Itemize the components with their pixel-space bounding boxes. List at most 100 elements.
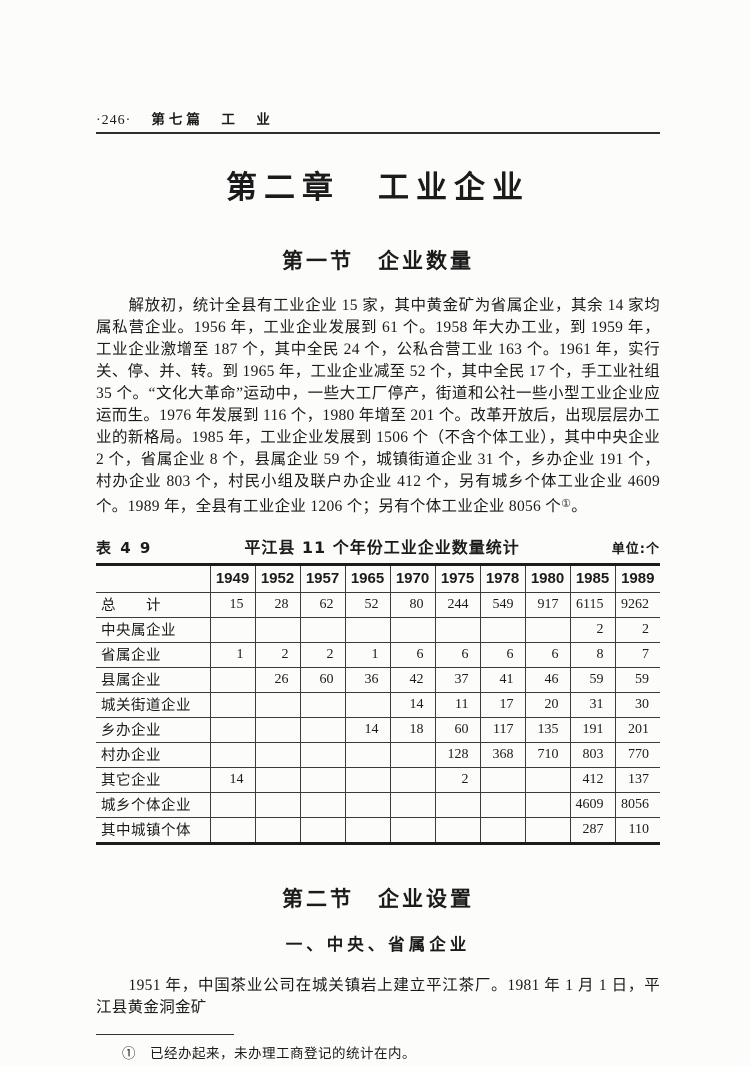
- cell-1985: 4609: [569, 791, 615, 817]
- row-label: 乡办企业: [96, 716, 210, 742]
- year-column-header: 1970: [389, 563, 435, 592]
- cell-1985: 59: [569, 666, 615, 692]
- table-corner-cell: [96, 563, 210, 592]
- row-label: 村办企业: [96, 741, 210, 767]
- cell-1989: 2: [614, 616, 660, 642]
- cell-1970: 80: [389, 591, 435, 617]
- cell-1975: [434, 791, 480, 817]
- cell-1980: [524, 766, 570, 792]
- header-rule: [96, 132, 660, 134]
- cell-1985: 2: [569, 616, 615, 642]
- footnote-text: ① 已经办起来，未办理工商登记的统计在内。: [122, 1046, 416, 1061]
- cell-1989: 7: [614, 641, 660, 667]
- cell-1975: 244: [434, 591, 480, 617]
- year-column-header: 1965: [344, 563, 390, 592]
- cell-1985: 8: [569, 641, 615, 667]
- table-number: 表 4 9: [96, 538, 153, 557]
- cell-1989: 137: [614, 766, 660, 792]
- section1-heading: 第一节 企业数量: [282, 249, 474, 273]
- cell-1952: 2: [254, 641, 300, 667]
- cell-1952: 26: [254, 666, 300, 692]
- table-row: 城乡个体企业 4609 8056: [96, 791, 660, 817]
- year-column-header: 1985: [569, 563, 615, 592]
- table-row: 其中城镇个体 287 110: [96, 816, 660, 843]
- cell-1970: [389, 791, 435, 817]
- cell-1957: [299, 791, 345, 817]
- cell-1985: 412: [569, 766, 615, 792]
- cell-1989: 8056: [614, 791, 660, 817]
- cell-1970: 6: [389, 641, 435, 667]
- cell-1957: 2: [299, 641, 345, 667]
- table-header-row: 1949 1952 1957 1965 1970 1975 1978 1980: [96, 563, 660, 592]
- table-title: 平江县 11 个年份工业企业数量统计: [244, 537, 520, 557]
- cell-1970: 42: [389, 666, 435, 692]
- cell-1949: [209, 791, 255, 817]
- cell-1957: 62: [299, 591, 345, 617]
- cell-1975: 37: [434, 666, 480, 692]
- cell-1978: 6: [479, 641, 525, 667]
- cell-1980: [524, 616, 570, 642]
- cell-1970: 18: [389, 716, 435, 742]
- cell-1957: [299, 616, 345, 642]
- cell-1970: [389, 816, 435, 843]
- cell-1952: [254, 816, 300, 843]
- cell-1965: [344, 791, 390, 817]
- cell-1949: [209, 741, 255, 767]
- row-label: 县属企业: [96, 666, 210, 692]
- cell-1965: 52: [344, 591, 390, 617]
- cell-1980: 46: [524, 666, 570, 692]
- footnote-rule: [96, 1034, 234, 1035]
- cell-1978: [479, 616, 525, 642]
- cell-1957: [299, 766, 345, 792]
- table-unit: 单位:个: [611, 541, 660, 557]
- cell-1980: 6: [524, 641, 570, 667]
- cell-1975: 11: [434, 691, 480, 717]
- cell-1980: 917: [524, 591, 570, 617]
- cell-1978: 17: [479, 691, 525, 717]
- cell-1978: 549: [479, 591, 525, 617]
- row-label: 总 计: [96, 591, 210, 617]
- table-row: 其它企业 14 2 412 137: [96, 766, 660, 792]
- cell-1965: 36: [344, 666, 390, 692]
- table-row: 县属企业 26 60 36 42 37 41 46 59 59: [96, 666, 660, 692]
- cell-1978: 117: [479, 716, 525, 742]
- cell-1978: 41: [479, 666, 525, 692]
- cell-1978: [479, 766, 525, 792]
- cell-1989: 110: [614, 816, 660, 843]
- cell-1985: 803: [569, 741, 615, 767]
- cell-1965: [344, 616, 390, 642]
- table-row: 省属企业 1 2 2 1 6 6 6 6 8 7: [96, 641, 660, 667]
- cell-1965: [344, 691, 390, 717]
- cell-1985: 287: [569, 816, 615, 843]
- row-label: 城乡个体企业: [96, 791, 210, 817]
- cell-1985: 6115: [569, 591, 615, 617]
- table-caption: 表 4 9 平江县 11 个年份工业企业数量统计 单位:个: [96, 534, 660, 558]
- section1-body-end: 。: [571, 498, 588, 515]
- year-column-header: 1952: [254, 563, 300, 592]
- year-column-header: 1949: [209, 563, 255, 592]
- section2-paragraph: 1951 年，中国茶业公司在城关镇岩上建立平江茶厂。1981 年 1 月 1 日…: [96, 976, 660, 1016]
- cell-1985: 191: [569, 716, 615, 742]
- cell-1957: [299, 741, 345, 767]
- cell-1970: 14: [389, 691, 435, 717]
- cell-1952: [254, 791, 300, 817]
- cell-1975: 6: [434, 641, 480, 667]
- cell-1952: [254, 741, 300, 767]
- section2-subheading: 一、中央、省属企业: [285, 934, 471, 954]
- year-column-header: 1989: [614, 563, 660, 592]
- year-column-header: 1957: [299, 563, 345, 592]
- cell-1975: 60: [434, 716, 480, 742]
- cell-1949: [209, 666, 255, 692]
- cell-1980: 710: [524, 741, 570, 767]
- cell-1978: [479, 816, 525, 843]
- row-label: 其它企业: [96, 766, 210, 792]
- row-label: 中央属企业: [96, 616, 210, 642]
- cell-1965: [344, 741, 390, 767]
- cell-1989: 30: [614, 691, 660, 717]
- enterprise-stats-table: 1949 1952 1957 1965 1970 1975 1978 1980: [96, 562, 660, 845]
- table-row: 乡办企业 14 18 60 117 135 191 201: [96, 716, 660, 742]
- cell-1957: [299, 691, 345, 717]
- table-body: 总 计 15 28 62 52 80 244 549 917 6115 9262: [96, 591, 660, 843]
- cell-1965: [344, 766, 390, 792]
